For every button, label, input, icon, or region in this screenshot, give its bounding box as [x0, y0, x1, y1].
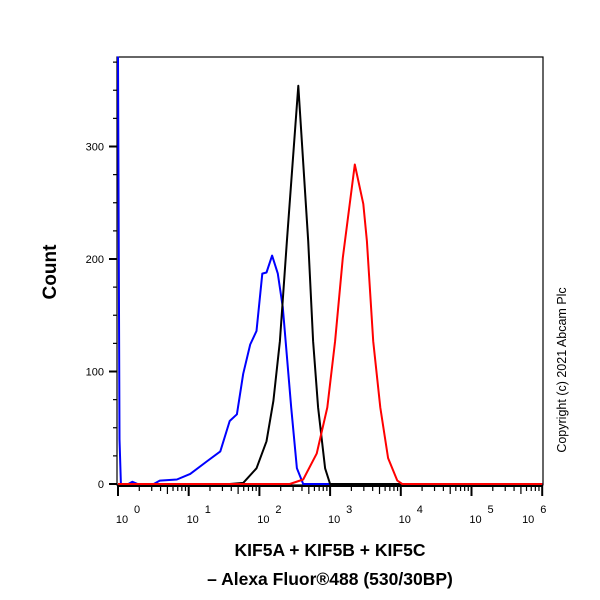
x-tick-label: 10 5	[469, 504, 493, 526]
x-tick-exponent: 0	[134, 504, 140, 516]
x-tick-exponent: 2	[275, 504, 281, 516]
y-axis-label: Count	[40, 244, 61, 300]
plot-frame	[116, 56, 544, 486]
x-tick-base: 10	[257, 514, 269, 526]
x-tick-base: 10	[469, 514, 481, 526]
x-tick-exponent: 3	[346, 504, 352, 516]
x-tick-label: 10 6	[522, 504, 546, 526]
x-tick-base: 10	[522, 514, 534, 526]
y-tick-label: 0	[98, 479, 104, 491]
x-tick-label: 10 3	[328, 504, 352, 526]
y-tick-label: 100	[86, 367, 104, 379]
x-tick-label: 10 1	[187, 504, 211, 526]
series-line-0	[117, 56, 543, 485]
x-tick-exponent: 4	[417, 504, 423, 516]
x-tick-label: 10 2	[257, 504, 281, 526]
x-tick-base: 10	[399, 514, 411, 526]
series-line-1	[229, 84, 543, 485]
y-tick-label: 300	[86, 142, 104, 154]
x-tick-label: 10 4	[399, 504, 423, 526]
x-tick-exponent: 5	[488, 504, 494, 516]
x-tick-exponent: 1	[205, 504, 211, 516]
x-tick-base: 10	[116, 514, 128, 526]
x-axis-label-line-1: KIF5A + KIF5B + KIF5C	[235, 540, 426, 560]
x-axis-label-line-2: – Alexa Fluor®488 (530/30BP)	[207, 569, 453, 589]
copyright-annotation: Copyright (c) 2021 Abcam Plc	[555, 287, 569, 452]
x-tick-exponent: 6	[540, 504, 546, 516]
x-tick-base: 10	[328, 514, 340, 526]
x-tick-base: 10	[187, 514, 199, 526]
x-tick-label: 10 0	[116, 504, 140, 526]
y-tick-label: 200	[86, 254, 104, 266]
series-line-2	[118, 163, 543, 485]
